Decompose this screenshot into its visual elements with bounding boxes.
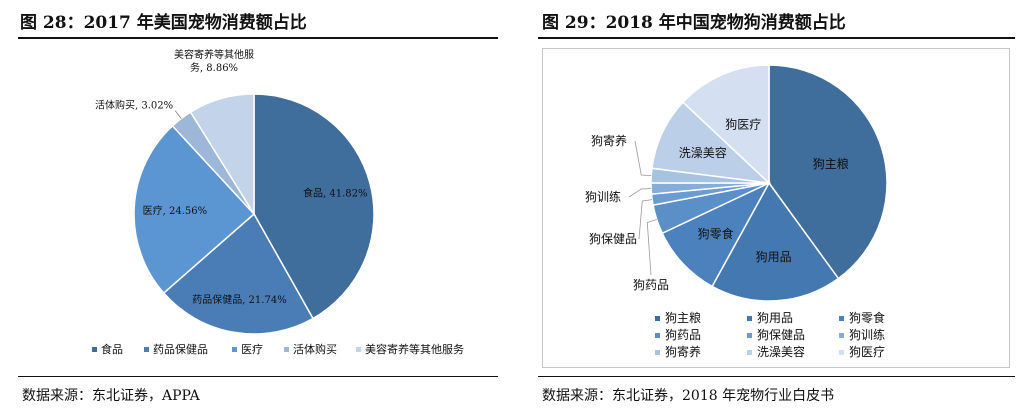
figure-28-pie-svg: 食品, 41.82% 药品保健品, 21.74% 医疗, 24.56% 活体购买, 3…	[92, 48, 464, 356]
fig29-legend-label-3: 狗药品	[665, 328, 701, 342]
figure-29-panel: 图 29：2018 年中国宠物狗消费额占比 狗主粮 狗用品 狗零食 洗澡美容 狗医疗 狗药…	[520, 0, 1017, 410]
fig28-legend-swatch-1	[144, 347, 149, 352]
fig29-slice-0	[768, 64, 888, 280]
fig29-data-label-2: 狗零食	[698, 226, 734, 241]
fig28-slice-4	[189, 93, 255, 217]
figure-28-top-rule	[18, 37, 498, 39]
fig29-slice-1	[711, 181, 840, 302]
fig28-legend-swatch-4	[356, 347, 361, 352]
fig28-slice-1	[162, 212, 315, 335]
figure-28-chart: 食品, 41.82% 药品保健品, 21.74% 医疗, 24.56% 活体购买, 3…	[70, 42, 496, 370]
fig29-leader-5	[628, 188, 652, 198]
fig29-data-label-0: 狗主粮	[813, 156, 849, 171]
fig28-slice-2	[133, 124, 256, 295]
fig29-slice-7	[651, 101, 772, 185]
figure-28-title: 图 28：2017 年美国宠物消费额占比	[20, 13, 307, 33]
fig29-leader-6	[634, 140, 652, 176]
figure-28-panel: 图 28：2017 年美国宠物消费额占比 食品, 41.82% 药品保健品, 21…	[0, 0, 500, 410]
fig28-legend-swatch-3	[284, 347, 289, 352]
fig29-legend-label-4: 狗保健品	[757, 328, 805, 342]
fig29-legend-label-1: 狗用品	[757, 311, 793, 325]
fig29-legend-swatch-5	[839, 333, 844, 338]
fig29-legend-label-5: 狗训练	[849, 327, 885, 342]
fig29-data-label-3: 狗药品	[633, 278, 669, 292]
fig28-legend-swatch-2	[232, 347, 237, 352]
fig29-data-label-7: 洗澡美容	[679, 145, 727, 160]
fig29-leader-4	[638, 199, 653, 240]
fig28-leader-3	[174, 110, 182, 119]
figure-28-source: 数据来源：东北证券，APPA	[22, 388, 200, 404]
fig29-data-label-8: 狗医疗	[725, 117, 761, 131]
fig29-legend-label-7: 洗澡美容	[757, 344, 805, 359]
figure-29-chart: 狗主粮 狗用品 狗零食 洗澡美容 狗医疗 狗药品 狗保健品 狗训练 狗寄养 狗主粮 狗用品 狗零食 狗药…	[542, 48, 1010, 368]
fig28-legend-label-3: 活体购买	[293, 342, 337, 356]
fig28-data-label-2: 医疗, 24.56%	[143, 204, 208, 217]
fig29-slice-2	[661, 181, 771, 288]
fig29-data-label-5: 狗训练	[585, 189, 621, 204]
fig29-legend-swatch-7	[747, 350, 752, 355]
fig28-data-label-4-line1: 美容寄养等其他服	[174, 48, 254, 61]
fig28-data-label-1: 药品保健品, 21.74%	[192, 293, 287, 306]
fig29-leader-3	[646, 219, 657, 276]
fig29-legend-label-0: 狗主粮	[665, 310, 701, 325]
fig29-slice-8	[681, 64, 770, 185]
fig28-legend-swatch-0	[92, 347, 97, 352]
fig29-legend-swatch-4	[747, 333, 752, 338]
fig29-legend-swatch-1	[747, 316, 752, 321]
fig29-legend-swatch-2	[839, 316, 844, 321]
figure-29-title: 图 29：2018 年中国宠物狗消费额占比	[542, 13, 846, 33]
fig28-slice-0	[253, 93, 375, 320]
fig28-legend-label-4: 美容寄养等其他服务	[365, 342, 464, 356]
fig28-data-label-4-line2: 务, 8.86%	[190, 61, 238, 74]
fig28-legend-label-1: 药品保健品	[153, 342, 208, 356]
fig29-legend-label-8: 狗医疗	[849, 345, 885, 359]
fig29-data-label-4: 狗保健品	[589, 232, 637, 246]
fig28-data-label-3: 活体购买, 3.02%	[95, 99, 173, 112]
fig29-legend-swatch-0	[655, 316, 660, 321]
fig29-data-label-1: 狗用品	[756, 250, 792, 264]
fig29-legend-swatch-8	[839, 350, 844, 355]
fig29-legend-swatch-6	[655, 350, 660, 355]
fig28-data-label-0: 食品, 41.82%	[303, 187, 368, 200]
fig28-legend-label-0: 食品	[101, 342, 123, 356]
fig29-legend-label-6: 狗寄养	[665, 344, 701, 359]
figure-29-source: 数据来源：东北证券，2018 年宠物行业白皮书	[542, 388, 835, 404]
fig29-legend-swatch-3	[655, 333, 660, 338]
fig28-legend-label-2: 医疗	[241, 342, 263, 356]
figure-29-bottom-rule	[538, 376, 1015, 377]
fig29-data-label-6: 狗寄养	[591, 133, 627, 148]
figure-29-top-rule	[538, 37, 1015, 39]
fig29-legend-label-2: 狗零食	[849, 310, 885, 325]
figure-28-bottom-rule	[18, 376, 498, 377]
